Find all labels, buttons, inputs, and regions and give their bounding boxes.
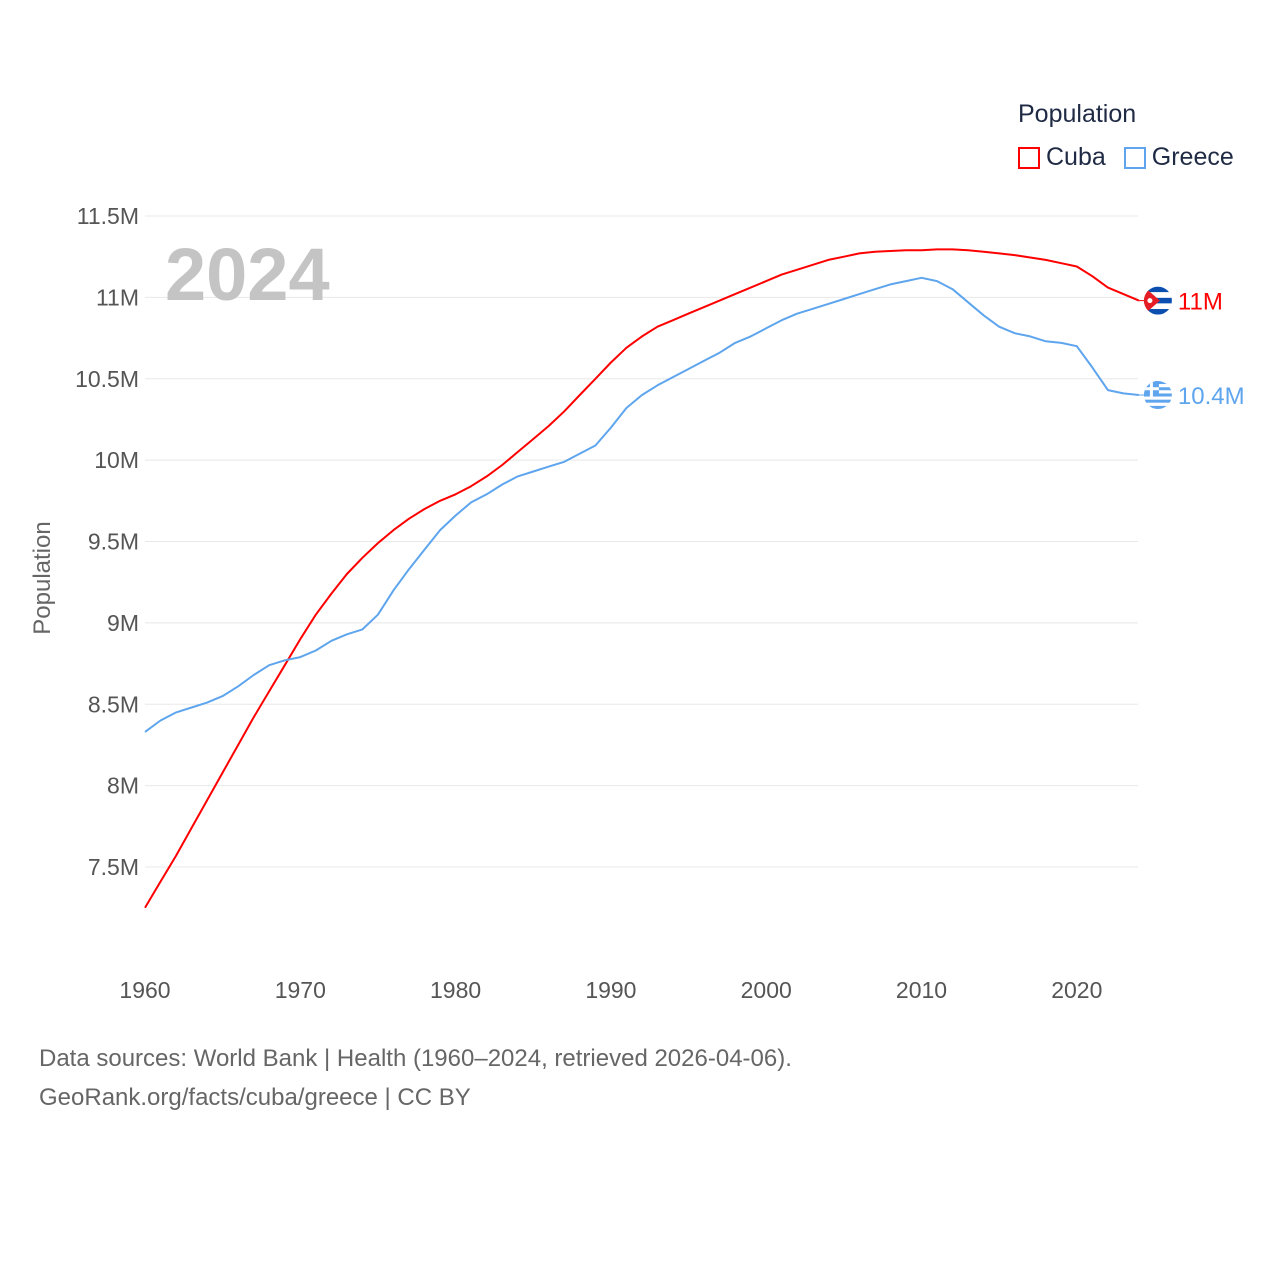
end-value-label: 11M [1178, 289, 1223, 316]
cuba-flag-icon [1143, 286, 1172, 315]
flag-stripe [1143, 292, 1172, 298]
flag-star [1147, 298, 1153, 304]
x-tick-label: 1970 [275, 977, 326, 1003]
flag-stripe [1143, 399, 1172, 403]
legend: Cuba Greece [1018, 143, 1252, 172]
y-tick-label: 7.5M [88, 854, 139, 880]
x-tick-label: 1980 [430, 977, 481, 1003]
flag-stripe [1143, 402, 1172, 406]
flag-stripe [1143, 405, 1172, 410]
y-tick-label: 9.5M [88, 529, 139, 555]
y-axis-label: Population [29, 521, 56, 634]
y-tick-label: 10.5M [75, 366, 139, 392]
y-tick-label: 8M [107, 773, 139, 799]
year-watermark: 2024 [165, 233, 330, 316]
flag-cross-v [1149, 381, 1153, 397]
flag-stripe [1143, 303, 1172, 310]
legend-title: Population [1018, 100, 1137, 128]
series-line-greece [144, 276, 1140, 733]
x-tick-label: 2000 [741, 977, 792, 1003]
y-tick-label: 8.5M [88, 691, 139, 717]
y-tick-label: 10M [94, 447, 139, 473]
legend-item-cuba[interactable]: Cuba [1018, 143, 1106, 172]
series-line-cuba [144, 248, 1140, 909]
flag-stripe [1143, 286, 1172, 293]
legend-swatch-cuba [1018, 146, 1040, 169]
end-value-label: 10.4M [1178, 383, 1245, 410]
footer-sources: Data sources: World Bank | Health (1960–… [39, 1045, 792, 1072]
x-tick-label: 2020 [1051, 977, 1102, 1003]
legend-swatch-greece [1123, 146, 1146, 169]
flag-body [1143, 286, 1172, 315]
flag-body [1143, 381, 1172, 410]
legend-label: Cuba [1046, 143, 1106, 171]
flag-stripe [1143, 309, 1172, 315]
y-tick-label: 9M [107, 610, 139, 636]
legend-item-greece[interactable]: Greece [1123, 143, 1234, 172]
y-tick-label: 11M [96, 284, 139, 310]
x-tick-label: 1990 [585, 977, 636, 1003]
greece-flag-icon [1143, 381, 1172, 410]
x-tick-label: 2010 [896, 977, 947, 1003]
flag-stripe [1143, 396, 1172, 400]
y-tick-label: 11.5M [77, 203, 139, 229]
x-tick-label: 1960 [119, 977, 170, 1003]
footer-link[interactable]: GeoRank.org/facts/cuba/greece | CC BY [39, 1084, 471, 1111]
legend-label: Greece [1151, 143, 1234, 171]
